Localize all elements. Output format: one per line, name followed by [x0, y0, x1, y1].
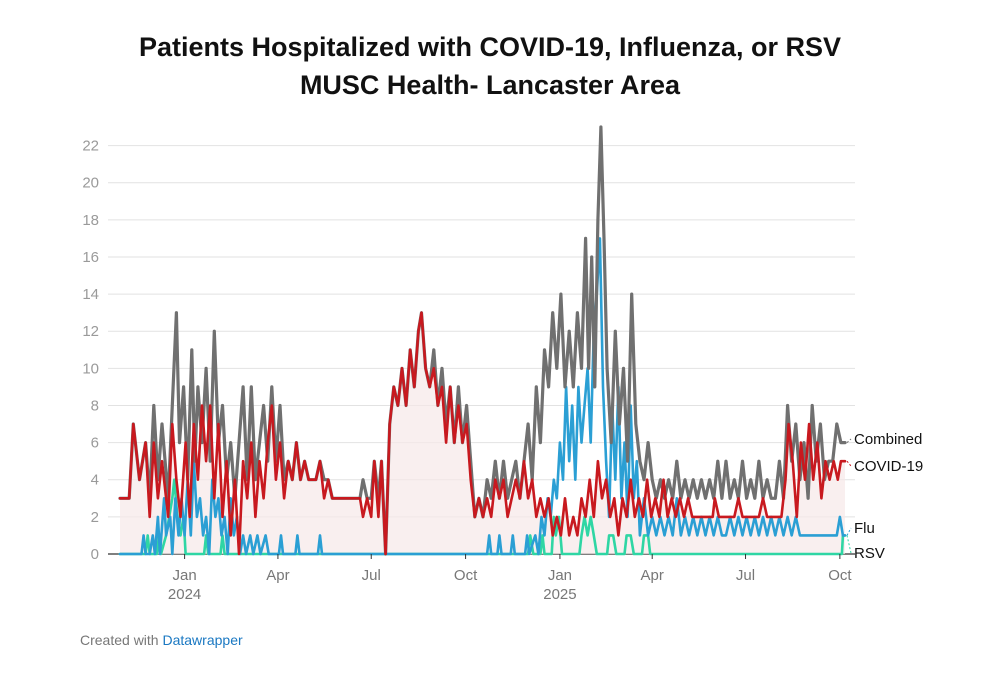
- chart-title-line1: Patients Hospitalized with COVID-19, Inf…: [138, 32, 842, 62]
- y-tick-label: 4: [91, 472, 99, 489]
- series-line-covid-19: [118, 311, 847, 556]
- y-tick-label: 8: [91, 397, 99, 414]
- series-line-rsv: [118, 478, 847, 556]
- footer-credit: Created with Datawrapper: [80, 632, 243, 648]
- y-tick-label: 0: [91, 546, 99, 563]
- y-tick-label: 12: [82, 323, 99, 340]
- x-tick-label: Jul: [362, 567, 381, 584]
- chart-title-line2: MUSC Health- Lancaster Area: [299, 70, 681, 100]
- series-line-flu: [118, 237, 847, 556]
- grid: [108, 145, 855, 555]
- label-leader-combined: [846, 438, 852, 443]
- series-label-combined: Combined: [854, 431, 922, 448]
- y-tick-label: 20: [82, 175, 99, 192]
- y-tick-label: 14: [82, 286, 99, 303]
- x-tick-label: Jan: [173, 567, 197, 584]
- series-labels: Combined COVID-19 Flu RSV: [846, 431, 923, 562]
- y-tick-label: 2: [91, 509, 99, 526]
- x-tick-year: 2024: [168, 586, 201, 603]
- y-tick-label: 18: [82, 212, 99, 229]
- series-lines: [118, 125, 847, 556]
- label-leader-covid-19: [846, 460, 852, 467]
- series-label-flu: Flu: [854, 520, 875, 537]
- x-axis: Jan 2024 Apr Jul Oct Jan 2025 Apr Jul Oct: [168, 554, 852, 603]
- x-tick-label: Jul: [736, 567, 755, 584]
- y-tick-label: 6: [91, 435, 99, 452]
- y-axis: 0 2 4 6 8 10 12 14 16 18 20 22: [82, 138, 99, 563]
- series-label-rsv: RSV: [854, 545, 885, 562]
- footer-prefix: Created with: [80, 632, 163, 648]
- x-tick-year: 2025: [543, 586, 576, 603]
- y-tick-label: 10: [82, 360, 99, 377]
- y-tick-label: 16: [82, 249, 99, 266]
- x-tick-label: Apr: [266, 567, 289, 584]
- x-tick-label: Apr: [641, 567, 664, 584]
- datawrapper-link[interactable]: Datawrapper: [162, 632, 243, 648]
- y-tick-label: 22: [82, 138, 99, 155]
- chart-title: Patients Hospitalized with COVID-19, Inf…: [0, 28, 980, 104]
- x-tick-label: Oct: [454, 567, 478, 584]
- label-leader-flu: [846, 527, 852, 536]
- label-leader-rsv: [846, 535, 852, 554]
- x-tick-label: Oct: [828, 567, 852, 584]
- series-label-covid-19: COVID-19: [854, 458, 923, 475]
- x-tick-label: Jan: [548, 567, 572, 584]
